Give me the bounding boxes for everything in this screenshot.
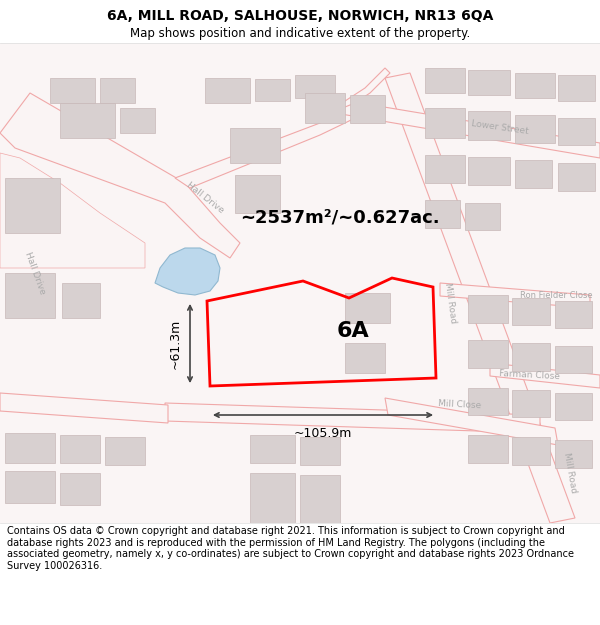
Polygon shape <box>320 68 390 113</box>
Text: 6A: 6A <box>337 321 369 341</box>
Polygon shape <box>300 437 340 465</box>
Polygon shape <box>385 73 575 523</box>
Polygon shape <box>305 93 345 123</box>
Polygon shape <box>155 248 220 295</box>
Text: ~105.9m: ~105.9m <box>294 427 352 440</box>
Polygon shape <box>350 95 385 123</box>
Polygon shape <box>468 435 508 463</box>
Text: Mill Road: Mill Road <box>443 282 457 324</box>
Polygon shape <box>440 283 590 308</box>
Polygon shape <box>425 68 465 93</box>
Polygon shape <box>205 78 250 103</box>
Polygon shape <box>425 108 465 138</box>
Polygon shape <box>555 393 592 420</box>
Polygon shape <box>345 343 385 373</box>
Text: Map shows position and indicative extent of the property.: Map shows position and indicative extent… <box>130 27 470 39</box>
Polygon shape <box>425 155 465 183</box>
Polygon shape <box>468 388 508 415</box>
Polygon shape <box>5 178 60 233</box>
Polygon shape <box>295 75 335 98</box>
Polygon shape <box>0 93 240 258</box>
Polygon shape <box>512 298 550 325</box>
Polygon shape <box>515 160 552 188</box>
Polygon shape <box>468 340 508 368</box>
Polygon shape <box>490 363 600 388</box>
Text: ~2537m²/~0.627ac.: ~2537m²/~0.627ac. <box>240 209 440 227</box>
Polygon shape <box>558 163 595 191</box>
Polygon shape <box>0 153 145 268</box>
Polygon shape <box>555 440 592 468</box>
Polygon shape <box>60 103 115 138</box>
Polygon shape <box>5 433 55 463</box>
Text: Mill Close: Mill Close <box>438 399 482 411</box>
Polygon shape <box>120 108 155 133</box>
Polygon shape <box>465 203 500 230</box>
Polygon shape <box>62 283 100 318</box>
Polygon shape <box>175 103 365 188</box>
Polygon shape <box>330 98 600 158</box>
Polygon shape <box>558 118 595 145</box>
Polygon shape <box>250 435 295 463</box>
Polygon shape <box>512 390 550 417</box>
Polygon shape <box>250 473 295 523</box>
Polygon shape <box>555 346 592 373</box>
Polygon shape <box>5 471 55 503</box>
Polygon shape <box>300 475 340 523</box>
Polygon shape <box>230 128 280 163</box>
Polygon shape <box>468 295 508 323</box>
Text: Hall Drive: Hall Drive <box>23 251 47 296</box>
Polygon shape <box>255 79 290 101</box>
Polygon shape <box>105 437 145 465</box>
Polygon shape <box>345 293 390 323</box>
Polygon shape <box>512 343 550 371</box>
Polygon shape <box>425 200 460 228</box>
Polygon shape <box>468 111 510 140</box>
Polygon shape <box>515 115 555 143</box>
Polygon shape <box>100 78 135 103</box>
Text: Farman Close: Farman Close <box>499 369 560 381</box>
Polygon shape <box>50 78 95 103</box>
Polygon shape <box>385 398 558 445</box>
Text: Contains OS data © Crown copyright and database right 2021. This information is : Contains OS data © Crown copyright and d… <box>7 526 574 571</box>
Text: Mill Road: Mill Road <box>562 452 578 494</box>
Polygon shape <box>555 301 592 328</box>
Text: Lower Street: Lower Street <box>471 119 529 136</box>
Polygon shape <box>468 70 510 95</box>
Polygon shape <box>515 73 555 98</box>
Polygon shape <box>512 437 550 465</box>
Polygon shape <box>468 157 510 185</box>
Polygon shape <box>60 473 100 505</box>
Polygon shape <box>165 403 540 433</box>
Text: Ron Fielder Close: Ron Fielder Close <box>520 291 593 299</box>
Polygon shape <box>5 273 55 318</box>
Polygon shape <box>235 175 280 213</box>
Polygon shape <box>558 75 595 101</box>
Text: ~61.3m: ~61.3m <box>169 319 182 369</box>
Text: 6A, MILL ROAD, SALHOUSE, NORWICH, NR13 6QA: 6A, MILL ROAD, SALHOUSE, NORWICH, NR13 6… <box>107 9 493 24</box>
Text: Hall Drive: Hall Drive <box>185 181 226 215</box>
Polygon shape <box>0 393 168 423</box>
Polygon shape <box>60 435 100 463</box>
